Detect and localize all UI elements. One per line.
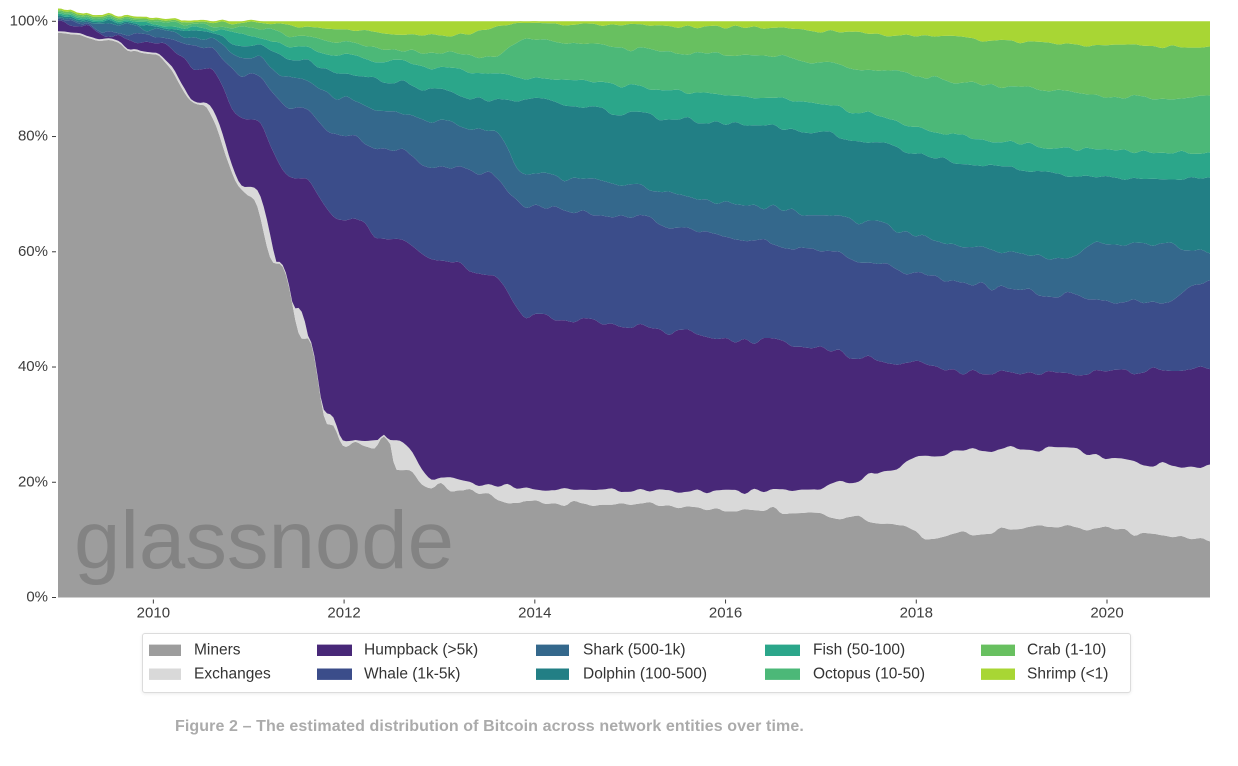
svg-text:Exchanges: Exchanges bbox=[194, 665, 271, 682]
svg-text:Whale (1k-5k): Whale (1k-5k) bbox=[364, 665, 460, 682]
svg-text:2012: 2012 bbox=[327, 605, 360, 622]
svg-text:Dolphin (100-500): Dolphin (100-500) bbox=[583, 665, 707, 682]
svg-text:Miners: Miners bbox=[194, 642, 241, 659]
svg-text:100%: 100% bbox=[10, 12, 48, 29]
svg-text:2018: 2018 bbox=[900, 605, 933, 622]
svg-text:60%: 60% bbox=[18, 243, 48, 260]
svg-text:40%: 40% bbox=[18, 358, 48, 375]
svg-text:Fish (50-100): Fish (50-100) bbox=[813, 642, 905, 659]
svg-text:80%: 80% bbox=[18, 128, 48, 145]
svg-text:Shark (500-1k): Shark (500-1k) bbox=[583, 642, 686, 659]
svg-text:2014: 2014 bbox=[518, 605, 551, 622]
svg-text:Crab (1-10): Crab (1-10) bbox=[1027, 642, 1106, 659]
svg-text:Shrimp (<1): Shrimp (<1) bbox=[1027, 665, 1108, 682]
svg-text:20%: 20% bbox=[18, 473, 48, 490]
svg-text:2020: 2020 bbox=[1090, 605, 1123, 622]
svg-text:2016: 2016 bbox=[709, 605, 742, 622]
svg-text:glassnode: glassnode bbox=[74, 495, 454, 586]
svg-text:Octopus (10-50): Octopus (10-50) bbox=[813, 665, 925, 682]
svg-text:2010: 2010 bbox=[137, 605, 170, 622]
svg-text:0%: 0% bbox=[26, 589, 48, 606]
svg-text:Humpback (>5k): Humpback (>5k) bbox=[364, 642, 478, 659]
